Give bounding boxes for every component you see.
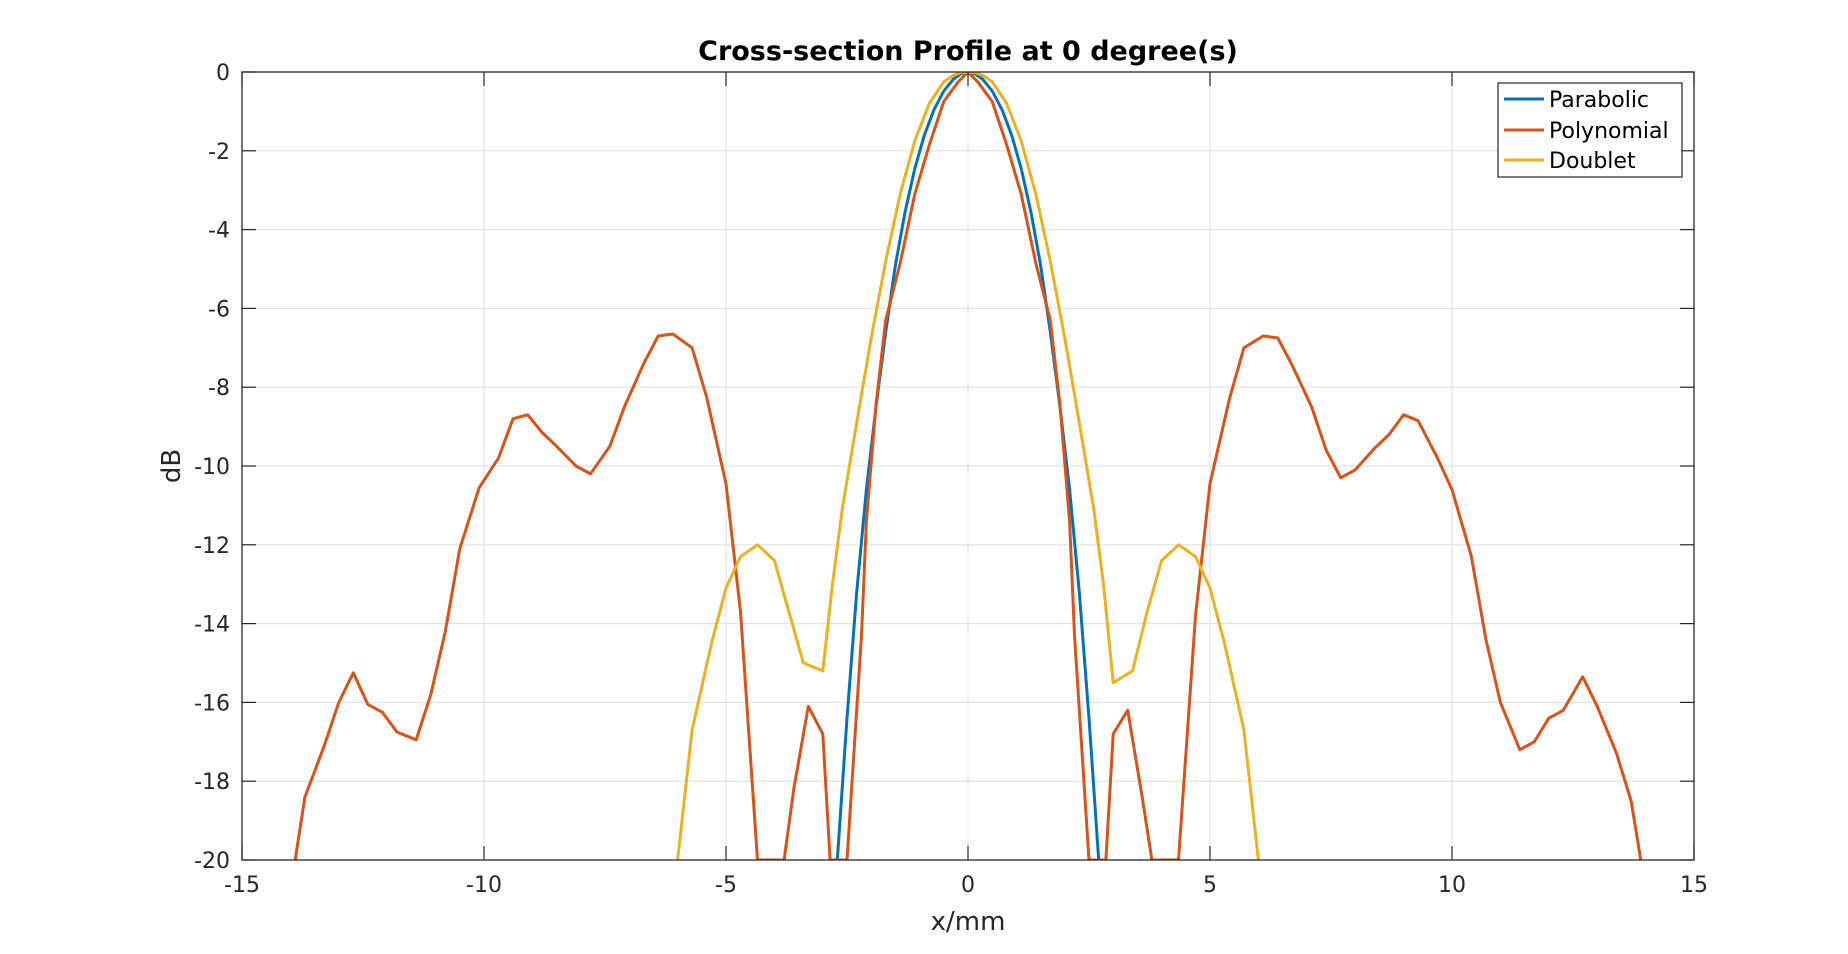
y-axis-label: dB <box>157 449 187 483</box>
ticks: -15 -10 -5 0 5 10 15 0 -2 -4 -6 -8 -10 -12 -14 -16 -18 -2… <box>194 61 1708 898</box>
y-tick-label: 0 <box>216 61 230 86</box>
y-tick-label: -16 <box>194 691 230 716</box>
y-tick-label: -12 <box>194 534 230 559</box>
x-tick-label: 15 <box>1680 873 1708 898</box>
y-tick-label: -4 <box>208 219 230 244</box>
series-group <box>293 72 1643 860</box>
x-tick-label: -5 <box>715 873 737 898</box>
x-tick-label: -15 <box>224 873 260 898</box>
y-tick-label: -14 <box>194 613 230 638</box>
y-tick-label: -2 <box>208 140 230 165</box>
legend-label-parabolic: Parabolic <box>1549 88 1649 113</box>
y-tick-label: -18 <box>194 770 230 795</box>
x-tick-label: -10 <box>466 873 502 898</box>
legend-label-doublet: Doublet <box>1549 149 1636 174</box>
legend-label-polynomial: Polynomial <box>1549 119 1669 144</box>
x-tick-label: 10 <box>1438 873 1466 898</box>
legend: Parabolic Polynomial Doublet <box>1497 82 1683 178</box>
chart-title: Cross-section Profile at 0 degree(s) <box>698 36 1238 67</box>
y-tick-label: -6 <box>208 297 230 322</box>
series-line-polynomial <box>293 72 1643 860</box>
x-tick-label: 5 <box>1203 873 1217 898</box>
y-tick-label: -20 <box>194 849 230 874</box>
y-tick-label: -8 <box>208 376 230 401</box>
x-axis-label: x/mm <box>931 907 1006 937</box>
y-tick-label: -10 <box>194 455 230 480</box>
series-line-doublet <box>676 72 1260 860</box>
x-tick-label: 0 <box>961 873 975 898</box>
